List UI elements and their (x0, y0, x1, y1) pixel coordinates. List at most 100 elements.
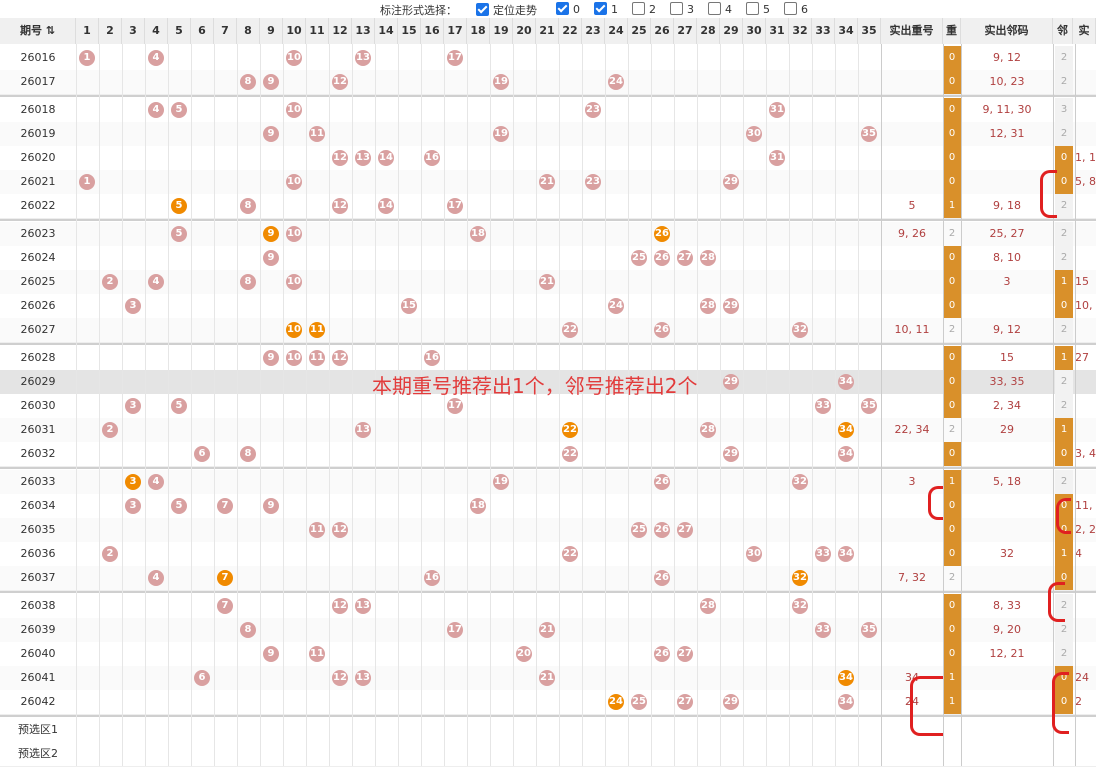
number-ball: 9 (263, 498, 279, 514)
extra-cell: 10, (1075, 299, 1093, 312)
repeat-numbers-cell (881, 70, 943, 94)
neighbor-numbers-cell (961, 442, 1053, 466)
number-ball: 3 (125, 474, 141, 490)
extra-cell: 4 (1075, 547, 1082, 560)
grid-line (283, 44, 284, 766)
number-ball: 26 (654, 570, 670, 586)
neighbor-numbers-cell: 3 (1003, 275, 1011, 288)
number-ball: 32 (792, 322, 808, 338)
option-3[interactable]: 3 (670, 2, 694, 16)
repeat-numbers-cell: 10, 11 (894, 323, 930, 336)
extra-cell (1075, 222, 1096, 246)
number-ball: 10 (286, 102, 302, 118)
checkbox-icon[interactable] (670, 2, 683, 15)
repeat-count-cell: 1 (943, 666, 961, 690)
repeat-count-cell: 0 (943, 518, 961, 542)
checkbox-icon[interactable] (476, 3, 489, 16)
checkbox-icon[interactable] (708, 2, 721, 15)
number-ball: 11 (309, 522, 325, 538)
table-row (0, 518, 1096, 543)
neighbor-numbers-cell: 33, 35 (989, 375, 1025, 388)
period-cell: 26025 (20, 275, 56, 288)
group-separator (0, 715, 1096, 717)
option-6[interactable]: 6 (784, 2, 808, 16)
table-row (0, 470, 1096, 495)
group-separator (0, 95, 1096, 97)
number-ball: 25 (631, 522, 647, 538)
checkbox-icon[interactable] (632, 2, 645, 15)
repeat-count-cell: 0 (943, 294, 961, 318)
grid-line (559, 44, 560, 766)
number-ball: 13 (355, 670, 371, 686)
neighbor-numbers-cell: 12, 21 (989, 647, 1025, 660)
number-ball: 26 (654, 250, 670, 266)
repeat-numbers-cell: 7, 32 (898, 571, 926, 584)
period-cell: 26027 (20, 323, 56, 336)
number-ball: 12 (332, 74, 348, 90)
period-cell: 26034 (20, 499, 56, 512)
neighbor-count-cell: 1 (1055, 270, 1073, 294)
period-cell: 26030 (20, 399, 56, 412)
annotation-mark (910, 676, 943, 736)
repeat-count-cell: 0 (943, 46, 961, 70)
neighbor-count-cell: 0 (1055, 170, 1073, 194)
preselect-label: 预选区2 (18, 747, 58, 760)
period-cell: 26021 (20, 175, 56, 188)
option-1[interactable]: 1 (594, 2, 618, 16)
table-row (0, 418, 1096, 443)
number-ball: 34 (838, 694, 854, 710)
number-ball: 12 (332, 522, 348, 538)
header-number-col: 33 (812, 18, 835, 44)
repeat-numbers-cell (881, 46, 943, 70)
repeat-count-cell: 0 (943, 394, 961, 418)
grid-line (260, 44, 261, 766)
number-ball: 35 (861, 126, 877, 142)
number-ball: 27 (677, 646, 693, 662)
grid-line (628, 44, 629, 766)
number-ball: 13 (355, 150, 371, 166)
option-positioning[interactable]: 定位走势 (476, 2, 537, 18)
preselect-label: 预选区1 (18, 723, 58, 736)
neighbor-numbers-cell: 12, 31 (989, 127, 1025, 140)
preselect-row[interactable] (0, 742, 1096, 767)
checkbox-icon[interactable] (746, 2, 759, 15)
repeat-numbers-cell: 3 (908, 475, 916, 488)
period-cell: 26039 (20, 623, 56, 636)
option-2[interactable]: 2 (632, 2, 656, 16)
number-ball: 28 (700, 298, 716, 314)
extra-cell: 11, (1075, 499, 1093, 512)
number-ball: 12 (332, 198, 348, 214)
repeat-count-cell: 0 (943, 146, 961, 170)
option-4[interactable]: 4 (708, 2, 732, 16)
checkbox-icon[interactable] (594, 2, 607, 15)
repeat-count-cell: 1 (943, 470, 961, 494)
grid-line (191, 44, 192, 766)
extra-cell (1075, 122, 1096, 146)
neighbor-numbers-cell: 2, 34 (993, 399, 1021, 412)
trend-table: 期号 ⇅ 1 2 3 4 5 6 7 8 9 10 11 12 13 14 15 16 17 18 19 20 21 22 2… (0, 18, 1096, 768)
number-ball: 31 (769, 102, 785, 118)
grid-line (835, 44, 836, 766)
number-ball: 26 (654, 522, 670, 538)
neighbor-numbers-cell: 25, 27 (989, 227, 1025, 240)
header-number-col: 3 (122, 18, 145, 44)
option-0[interactable]: 0 (556, 2, 580, 16)
period-cell: 26036 (20, 547, 56, 560)
annotation-mark (1048, 582, 1065, 622)
header-period[interactable]: 期号 ⇅ (0, 18, 76, 44)
extra-cell (1075, 318, 1096, 342)
header-number-col: 25 (628, 18, 651, 44)
number-ball: 7 (217, 570, 233, 586)
neighbor-numbers-cell: 32 (1000, 547, 1014, 560)
number-ball: 5 (171, 226, 187, 242)
period-cell: 26031 (20, 423, 56, 436)
extra-cell (1075, 418, 1096, 442)
header-number-col: 11 (306, 18, 329, 44)
number-ball: 14 (378, 150, 394, 166)
number-ball: 30 (746, 126, 762, 142)
checkbox-icon[interactable] (556, 2, 569, 15)
checkbox-icon[interactable] (784, 2, 797, 15)
number-ball: 11 (309, 350, 325, 366)
neighbor-count-cell: 2 (1055, 370, 1073, 394)
option-5[interactable]: 5 (746, 2, 770, 16)
